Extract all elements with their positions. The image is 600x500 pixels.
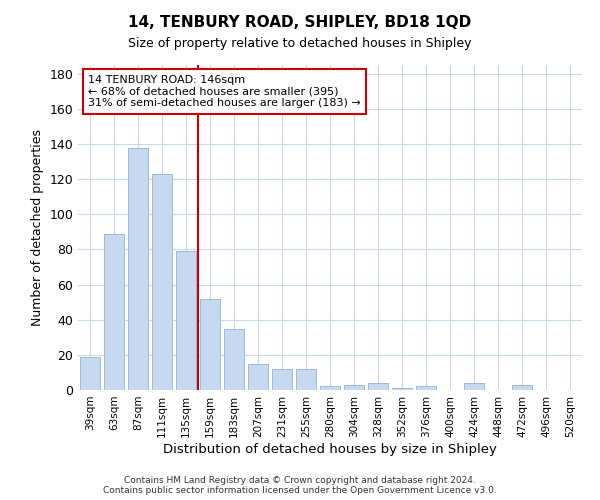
Bar: [152, 174, 172, 390]
Bar: [416, 386, 436, 390]
Bar: [368, 383, 388, 390]
Bar: [296, 369, 316, 390]
Text: Size of property relative to detached houses in Shipley: Size of property relative to detached ho…: [128, 38, 472, 51]
Bar: [224, 328, 244, 390]
Bar: [176, 251, 196, 390]
Text: Contains HM Land Registry data © Crown copyright and database right 2024.
Contai: Contains HM Land Registry data © Crown c…: [103, 476, 497, 495]
Bar: [512, 384, 532, 390]
Bar: [272, 369, 292, 390]
Bar: [464, 383, 484, 390]
Bar: [344, 384, 364, 390]
X-axis label: Distribution of detached houses by size in Shipley: Distribution of detached houses by size …: [163, 442, 497, 456]
Bar: [248, 364, 268, 390]
Bar: [80, 356, 100, 390]
Text: 14 TENBURY ROAD: 146sqm
← 68% of detached houses are smaller (395)
31% of semi-d: 14 TENBURY ROAD: 146sqm ← 68% of detache…: [88, 74, 361, 108]
Bar: [200, 298, 220, 390]
Bar: [320, 386, 340, 390]
Text: 14, TENBURY ROAD, SHIPLEY, BD18 1QD: 14, TENBURY ROAD, SHIPLEY, BD18 1QD: [128, 15, 472, 30]
Bar: [104, 234, 124, 390]
Bar: [128, 148, 148, 390]
Bar: [392, 388, 412, 390]
Y-axis label: Number of detached properties: Number of detached properties: [31, 129, 44, 326]
